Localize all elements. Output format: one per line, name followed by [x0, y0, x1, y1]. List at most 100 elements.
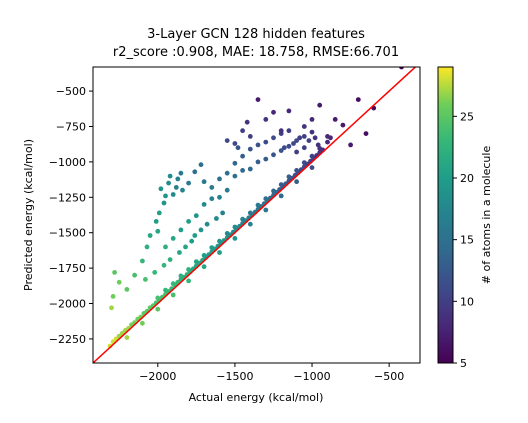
data-point — [232, 173, 238, 179]
data-point — [158, 186, 164, 192]
data-point — [140, 320, 145, 326]
data-point — [355, 97, 361, 102]
data-point — [140, 258, 145, 264]
data-point — [204, 221, 210, 227]
data-point — [186, 267, 192, 272]
x-tick-label: −1000 — [293, 370, 330, 383]
data-point — [301, 124, 307, 129]
data-point — [240, 216, 246, 222]
y-axis-ticks: −500 −750 −1000 −1250 −1500 −1750 −2000 −2250 — [49, 85, 93, 346]
data-point — [306, 138, 312, 144]
data-point — [110, 294, 116, 299]
y-axis-label: Predicted energy (kcal/mol) — [22, 139, 35, 291]
colorbar-label: # of atoms in a molecule — [480, 146, 493, 285]
data-point — [214, 216, 219, 221]
data-point — [263, 156, 269, 162]
data-point — [301, 160, 307, 166]
y-tick-label: −1500 — [49, 227, 86, 240]
chart-title: 3-Layer GCN 128 hidden features — [147, 27, 365, 42]
data-point — [294, 179, 299, 185]
data-point — [155, 228, 161, 234]
data-point — [217, 250, 222, 255]
data-point — [175, 176, 181, 182]
data-point — [201, 264, 207, 270]
reference-line — [93, 67, 417, 363]
data-point — [109, 305, 114, 311]
data-point — [244, 119, 250, 125]
data-point — [240, 168, 246, 173]
x-axis-label: Actual energy (kcal/mol) — [189, 391, 324, 404]
data-point — [112, 270, 117, 275]
data-point — [247, 146, 253, 152]
data-point — [170, 281, 176, 287]
data-point — [301, 145, 307, 151]
data-point — [198, 227, 204, 233]
data-point — [178, 273, 184, 279]
data-point — [294, 138, 299, 144]
data-point — [232, 141, 238, 146]
data-point — [132, 272, 138, 278]
data-point — [155, 306, 161, 312]
colorbar-tick-label: 20 — [460, 172, 474, 185]
data-point — [247, 166, 253, 172]
data-point — [247, 221, 253, 227]
y-tick-label: −750 — [56, 120, 86, 133]
data-point — [224, 231, 230, 236]
data-point — [240, 128, 246, 134]
data-point — [183, 244, 188, 250]
colorbar-tick-label: 15 — [460, 234, 474, 247]
data-point — [399, 67, 404, 70]
data-point — [271, 109, 276, 115]
data-point — [325, 139, 330, 145]
data-point — [255, 202, 261, 208]
data-point — [294, 149, 299, 155]
data-point — [180, 187, 185, 193]
data-point — [186, 219, 192, 224]
data-point — [209, 185, 215, 190]
data-point — [163, 287, 168, 293]
data-point — [178, 227, 184, 233]
y-tick-label: −1750 — [49, 262, 86, 275]
data-point — [255, 97, 261, 102]
data-point — [193, 213, 199, 219]
y-tick-label: −1250 — [49, 191, 86, 204]
data-point — [297, 135, 303, 141]
data-point — [286, 174, 292, 180]
data-point — [240, 153, 246, 159]
data-point — [255, 142, 261, 148]
data-point — [217, 176, 222, 182]
data-point — [247, 134, 253, 139]
data-point — [271, 152, 276, 158]
data-point — [281, 145, 287, 151]
data-point — [278, 193, 284, 199]
data-point — [170, 292, 176, 298]
data-point — [278, 182, 284, 188]
data-point — [232, 224, 238, 230]
x-tick-label: −500 — [374, 370, 404, 383]
data-point — [201, 179, 207, 185]
data-point — [271, 135, 276, 141]
data-point — [156, 210, 162, 216]
y-tick-label: −500 — [56, 85, 86, 98]
data-point — [232, 160, 238, 166]
data-point — [170, 192, 176, 197]
data-point — [235, 145, 241, 151]
data-point — [232, 236, 238, 241]
data-point — [263, 117, 269, 122]
data-point — [147, 233, 153, 238]
data-point — [192, 233, 198, 238]
data-point — [155, 295, 161, 301]
data-point — [294, 168, 299, 173]
x-tick-label: −1500 — [216, 370, 253, 383]
data-point — [178, 170, 184, 176]
data-point — [224, 138, 230, 144]
data-point — [340, 122, 346, 128]
data-point — [271, 188, 276, 194]
data-point — [309, 129, 315, 135]
data-point — [315, 142, 321, 148]
data-point — [263, 196, 269, 202]
data-point — [173, 185, 179, 190]
data-point — [153, 219, 159, 224]
data-point — [161, 200, 167, 206]
